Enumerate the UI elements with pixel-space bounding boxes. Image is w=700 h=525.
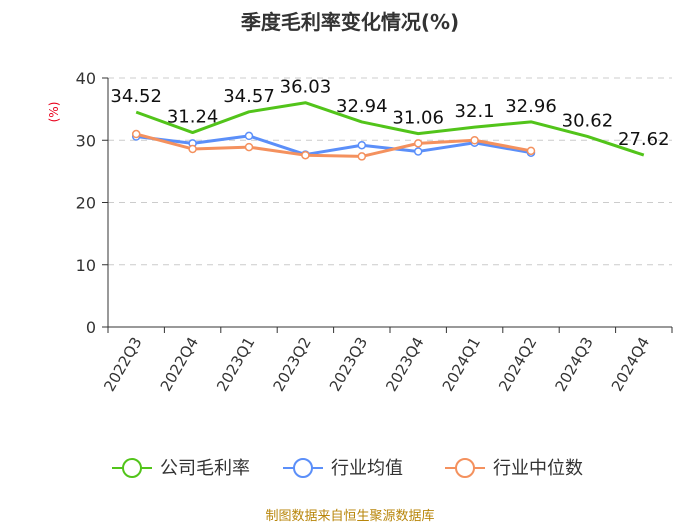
series-line-0: [135, 101, 645, 157]
x-tick-label: 2024Q2: [495, 334, 540, 395]
data-point: [301, 150, 310, 160]
x-tick-label: 2023Q4: [382, 334, 427, 395]
y-tick-label: 0: [86, 318, 96, 337]
chart-title: 季度毛利率变化情况(%): [240, 10, 460, 34]
series-line-1: [136, 134, 532, 157]
data-point: [188, 144, 197, 154]
data-label: 34.52: [110, 86, 162, 107]
legend-marker: [455, 458, 475, 478]
legend-label: 行业中位数: [493, 458, 583, 479]
data-point: [357, 152, 367, 161]
x-tick-label: 2023Q2: [270, 334, 315, 395]
x-tick-label: 2024Q4: [608, 334, 653, 395]
y-tick-label: 10: [76, 256, 96, 275]
data-point: [244, 131, 254, 141]
data-label: 27.62: [618, 129, 670, 150]
data-source-note: 制图数据来自恒生聚源数据库: [265, 509, 435, 524]
data-point: [413, 147, 423, 156]
data-label: 31.06: [392, 108, 444, 129]
x-tick-label: 2024Q1: [439, 334, 484, 395]
data-point: [357, 140, 367, 150]
data-point: [526, 146, 536, 156]
y-tick-label: 20: [76, 194, 96, 213]
series-line-2: [135, 132, 532, 158]
data-point: [131, 129, 141, 139]
data-label: 32.94: [336, 96, 388, 117]
legend-marker: [293, 458, 313, 478]
data-label: 34.57: [223, 86, 275, 107]
data-label: 36.03: [280, 77, 332, 98]
x-tick-label: 2022Q4: [157, 334, 202, 395]
data-label: 30.62: [562, 110, 614, 131]
y-tick-label: 30: [76, 131, 96, 150]
legend-label: 行业均值: [331, 458, 403, 479]
y-axis-label: (%): [47, 102, 61, 123]
data-point: [413, 139, 423, 148]
data-label: 32.1: [455, 101, 495, 122]
legend-label: 公司毛利率: [160, 458, 250, 479]
data-label: 31.24: [167, 107, 219, 128]
data-label: 32.96: [505, 96, 557, 117]
x-tick-label: 2023Q3: [326, 334, 371, 395]
data-point: [470, 136, 479, 145]
y-tick-label: 40: [76, 69, 96, 88]
x-tick-label: 2022Q3: [100, 334, 145, 395]
data-point: [244, 142, 254, 152]
x-tick-label: 2023Q1: [213, 334, 258, 395]
legend-marker: [122, 458, 142, 478]
x-tick-label: 2024Q3: [552, 334, 597, 395]
